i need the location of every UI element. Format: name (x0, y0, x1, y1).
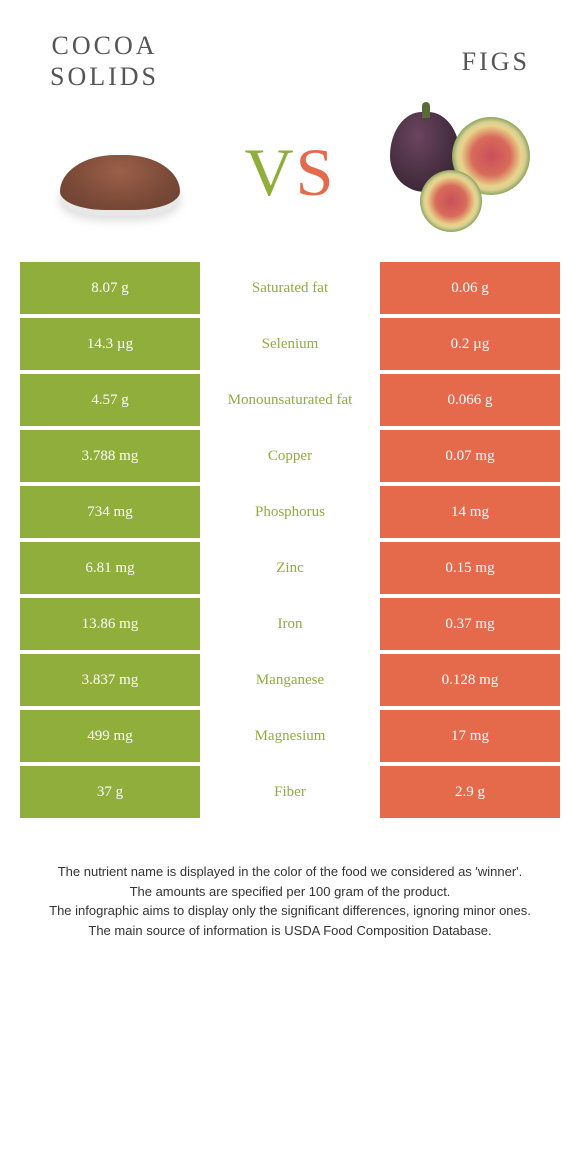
left-value: 6.81 mg (20, 542, 200, 594)
right-value: 17 mg (380, 710, 560, 762)
right-value: 0.128 mg (380, 654, 560, 706)
nutrient-name: Manganese (200, 654, 380, 706)
nutrient-name: Selenium (200, 318, 380, 370)
footer-line: The amounts are specified per 100 gram o… (45, 882, 535, 902)
right-value: 2.9 g (380, 766, 560, 818)
footer-line: The infographic aims to display only the… (45, 901, 535, 921)
table-row: 734 mgPhosphorus14 mg (20, 486, 560, 538)
left-value: 3.788 mg (20, 430, 200, 482)
table-row: 13.86 mgIron0.37 mg (20, 598, 560, 650)
table-row: 8.07 gSaturated fat0.06 g (20, 262, 560, 314)
table-row: 14.3 µgSelenium0.2 µg (20, 318, 560, 370)
right-value: 0.066 g (380, 374, 560, 426)
nutrient-name: Fiber (200, 766, 380, 818)
vs-s-letter: S (296, 134, 336, 210)
table-row: 3.837 mgManganese0.128 mg (20, 654, 560, 706)
table-row: 6.81 mgZinc0.15 mg (20, 542, 560, 594)
footer-line: The main source of information is USDA F… (45, 921, 535, 941)
table-row: 4.57 gMonounsaturated fat0.066 g (20, 374, 560, 426)
table-row: 499 mgMagnesium17 mg (20, 710, 560, 762)
right-value: 0.2 µg (380, 318, 560, 370)
images-row: VS (0, 102, 580, 262)
nutrient-name: Copper (200, 430, 380, 482)
vs-v-letter: V (245, 134, 296, 210)
figs-image (380, 112, 540, 232)
left-value: 734 mg (20, 486, 200, 538)
nutrient-name: Magnesium (200, 710, 380, 762)
vs-label: VS (245, 133, 336, 212)
left-value: 37 g (20, 766, 200, 818)
table-row: 3.788 mgCopper0.07 mg (20, 430, 560, 482)
comparison-table: 8.07 gSaturated fat0.06 g14.3 µgSelenium… (0, 262, 580, 818)
right-food-title: FIGS (462, 46, 530, 77)
left-value: 3.837 mg (20, 654, 200, 706)
nutrient-name: Saturated fat (200, 262, 380, 314)
left-value: 8.07 g (20, 262, 200, 314)
left-value: 14.3 µg (20, 318, 200, 370)
nutrient-name: Phosphorus (200, 486, 380, 538)
footer-line: The nutrient name is displayed in the co… (45, 862, 535, 882)
nutrient-name: Monounsaturated fat (200, 374, 380, 426)
cocoa-image (40, 112, 200, 232)
left-value: 4.57 g (20, 374, 200, 426)
right-value: 0.06 g (380, 262, 560, 314)
right-value: 0.37 mg (380, 598, 560, 650)
nutrient-name: Iron (200, 598, 380, 650)
right-value: 0.15 mg (380, 542, 560, 594)
table-row: 37 gFiber2.9 g (20, 766, 560, 818)
nutrient-name: Zinc (200, 542, 380, 594)
right-value: 14 mg (380, 486, 560, 538)
header: COCOA SOLIDS FIGS (0, 0, 580, 102)
left-value: 13.86 mg (20, 598, 200, 650)
left-value: 499 mg (20, 710, 200, 762)
left-food-title: COCOA SOLIDS (50, 30, 159, 92)
right-value: 0.07 mg (380, 430, 560, 482)
footer-notes: The nutrient name is displayed in the co… (0, 822, 580, 940)
